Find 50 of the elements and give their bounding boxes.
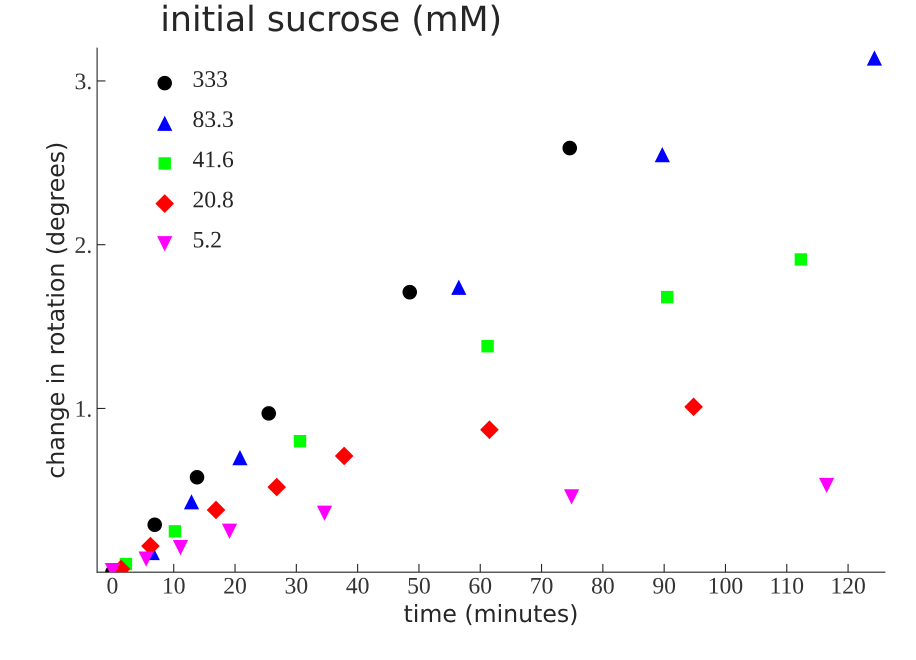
x-tick-label: 30 (286, 578, 308, 594)
y-tick-label: 1. (76, 401, 91, 417)
point (168, 525, 182, 538)
point (562, 140, 578, 156)
x-tick-label: 60 (469, 578, 492, 594)
point (184, 494, 200, 510)
x-tick-label: 70 (531, 578, 552, 594)
x-tick-label: 50 (408, 578, 430, 594)
x-tick-label: 20 (224, 578, 246, 594)
legend-label: 20.8 (194, 192, 233, 208)
point (794, 253, 808, 266)
point (480, 420, 499, 440)
x-tick-label: 80 (592, 578, 614, 594)
x-tick-label: 0 (107, 578, 118, 594)
x-tick-label: 90 (653, 578, 676, 594)
point (190, 470, 204, 485)
point (334, 446, 354, 466)
point (451, 280, 466, 295)
chart-title: initial sucrose (mM) (164, 4, 500, 36)
point (206, 500, 226, 520)
point (564, 489, 580, 504)
point (138, 552, 154, 567)
x-tick-label: 10 (164, 578, 185, 594)
point (267, 478, 286, 496)
point (654, 147, 670, 162)
point (294, 435, 306, 448)
legend-label: 5.2 (194, 232, 221, 248)
point (316, 506, 332, 521)
x-tick-label: 120 (832, 578, 865, 594)
point (261, 406, 276, 421)
point (481, 340, 494, 352)
legend-label: 41.6 (192, 151, 234, 168)
x-axis-title: time (minutes) (404, 604, 576, 626)
point (172, 540, 188, 556)
point (147, 517, 162, 532)
legend-label: 333 (194, 71, 227, 88)
x-tick-label: 40 (346, 578, 369, 594)
x-tick-label: 100 (710, 578, 742, 594)
point (402, 284, 418, 300)
point (661, 290, 674, 304)
y-tick-label: 2. (76, 237, 91, 254)
point (684, 398, 703, 416)
point (866, 50, 882, 66)
x-tick-label: 110 (772, 578, 804, 594)
y-tick-label: 3. (76, 73, 91, 90)
point (819, 478, 834, 494)
point (222, 524, 238, 539)
legend-label: 83.3 (193, 111, 233, 128)
point (232, 450, 248, 466)
y-axis-title: change in rotation (degrees) (46, 144, 69, 478)
